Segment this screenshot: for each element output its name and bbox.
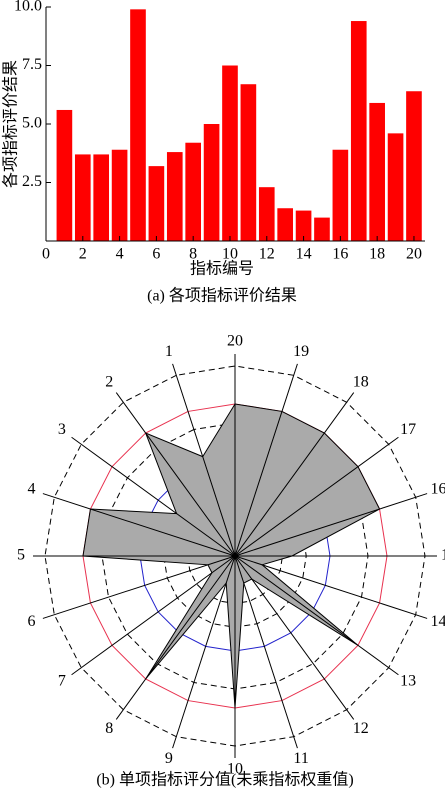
radar-label: 12 [353, 720, 369, 737]
y-tick-label: 10.0 [14, 0, 42, 15]
radar-spoke [234, 555, 428, 619]
caption-a: (a) 各项指标评价结果 [147, 287, 297, 305]
radar-label: 20 [227, 333, 243, 350]
radar-label: 11 [293, 750, 308, 767]
radar-label: 8 [105, 720, 113, 737]
bar [314, 217, 330, 241]
radar-label: 3 [58, 421, 66, 438]
x-tick-label: 20 [406, 246, 422, 263]
radar-spoke [234, 555, 399, 676]
x-tick-label: 12 [259, 246, 275, 263]
radar-spoke [234, 493, 428, 557]
radar-label: 4 [27, 481, 35, 498]
radar-label: 15 [441, 547, 445, 564]
bar [185, 142, 202, 241]
x-tick-label: 16 [332, 246, 348, 263]
bar [203, 124, 220, 241]
bar [56, 109, 73, 242]
radar-label: 19 [293, 343, 309, 360]
radar-spoke [234, 363, 298, 557]
x-tick-label: 2 [79, 246, 87, 263]
bar [130, 9, 146, 242]
bar [74, 154, 91, 241]
radar-spoke [172, 363, 236, 557]
bar [222, 65, 238, 241]
radar-label: 6 [27, 613, 35, 630]
bar [406, 91, 422, 242]
radar-label: 5 [17, 547, 25, 564]
radar-label: 16 [431, 481, 445, 498]
y-tick-label: 7.5 [22, 56, 42, 73]
bar [277, 208, 293, 241]
bar [111, 149, 128, 241]
x-tick-label: 10 [222, 246, 238, 263]
radar-spoke [71, 436, 236, 557]
bar [350, 21, 367, 242]
radar-spoke [42, 555, 236, 619]
x-tick-label: 8 [189, 246, 197, 263]
bar [166, 152, 183, 241]
x-tick-label: 18 [369, 246, 385, 263]
radar-label: 10 [227, 761, 243, 778]
radar-label: 13 [400, 672, 416, 689]
radar-spoke [115, 392, 236, 557]
x-axis-title: 指标编号 [190, 260, 254, 278]
x-tick-label: 4 [116, 246, 124, 263]
x-tick-label: 6 [152, 246, 160, 263]
radar-label: 2 [105, 374, 113, 391]
bar [240, 84, 257, 241]
bar [93, 154, 110, 241]
bar [258, 187, 275, 241]
bar [332, 149, 349, 241]
bar [387, 133, 404, 241]
radar-label: 7 [58, 672, 66, 689]
y-tick-label: 5.0 [22, 115, 42, 132]
y-tick-label: 2.5 [22, 173, 42, 190]
bar [148, 166, 165, 241]
radar-spoke [71, 555, 236, 676]
bar [369, 102, 385, 241]
radar-label: 1 [165, 343, 173, 360]
caption-b: (b) 单项指标评分值(未乘指标权重值) [96, 771, 353, 789]
radar-label: 14 [431, 613, 445, 630]
bar [295, 210, 312, 241]
radar-label: 18 [353, 374, 369, 391]
radar-label: 9 [165, 750, 173, 767]
y-axis-title: 各项指标评价结果 [2, 60, 20, 188]
radar-spoke [172, 555, 236, 749]
x-tick-label: 14 [296, 246, 312, 263]
radar-spoke [234, 436, 399, 557]
x-tick-label: 0 [42, 246, 50, 263]
radar-spoke [42, 493, 236, 557]
radar-label: 17 [400, 421, 416, 438]
radar-spoke [234, 392, 355, 557]
radar-spoke [234, 555, 355, 720]
radar-spoke [234, 555, 298, 749]
radar-spoke [115, 555, 236, 720]
